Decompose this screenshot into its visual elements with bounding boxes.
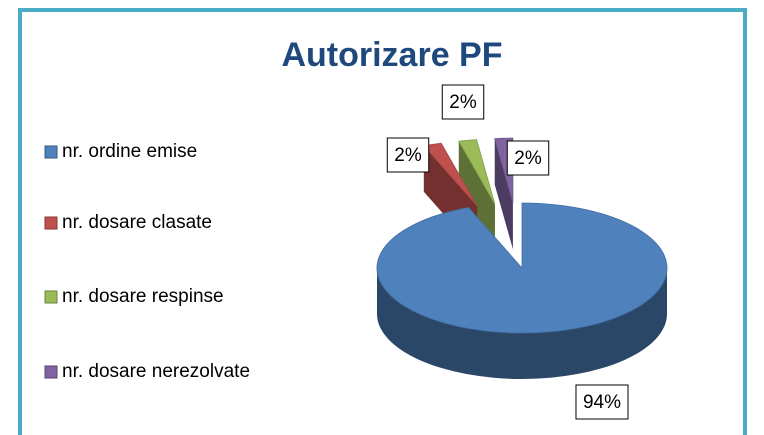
pie-slice	[376, 202, 668, 379]
legend-label: nr. dosare clasate	[62, 212, 212, 233]
legend-marker	[44, 145, 58, 159]
legend-marker	[44, 365, 58, 379]
pie-side	[377, 268, 667, 379]
data-label: 94%	[583, 392, 621, 413]
legend-marker	[44, 216, 58, 230]
pie-wall	[458, 141, 495, 251]
data-label: 2%	[449, 92, 477, 113]
data-label-box	[386, 137, 430, 173]
legend-marker	[44, 290, 58, 304]
data-label-box	[575, 384, 629, 420]
data-label: 2%	[514, 148, 542, 169]
data-label-box	[441, 84, 485, 120]
legend-label: nr. ordine emise	[62, 141, 197, 162]
pie-top	[376, 202, 668, 334]
data-label: 2%	[394, 145, 422, 166]
pie-top	[458, 139, 496, 205]
data-label-box	[506, 140, 550, 176]
pie-wall	[494, 138, 513, 250]
legend-label: nr. dosare respinse	[62, 286, 224, 307]
legend-label: nr. dosare nerezolvate	[62, 361, 250, 382]
chart-title: Autorizare PF	[281, 36, 502, 74]
pie-slice	[458, 139, 496, 251]
